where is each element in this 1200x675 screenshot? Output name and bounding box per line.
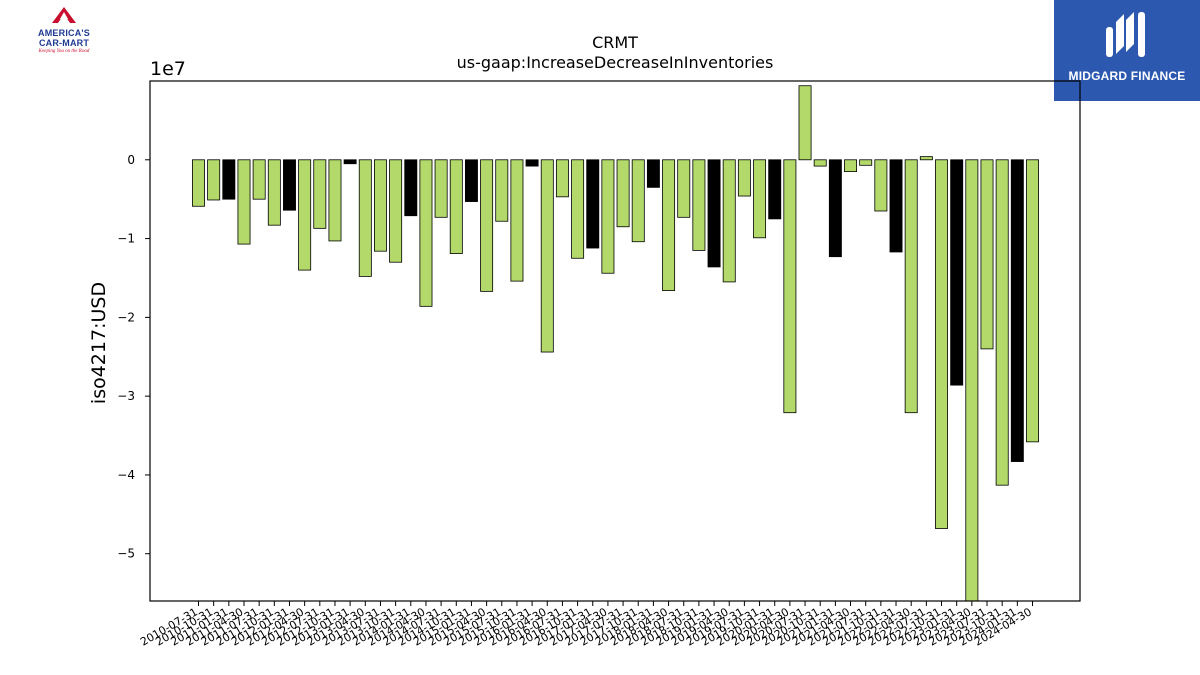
bar-2011-07-31 [252, 159, 266, 200]
bar-2010-07-31 [192, 159, 205, 207]
bar-2013-07-31 [373, 159, 387, 252]
bar-2017-01-31 [586, 159, 600, 249]
y-scale-label: 1e7 [150, 58, 186, 80]
bar-2024-01-31 [1010, 159, 1024, 462]
bar-2015-10-31 [510, 159, 524, 282]
bar-2016-10-31 [571, 159, 585, 259]
bars-group [192, 85, 1039, 602]
bar-2019-10-31 [753, 159, 767, 239]
bar-2024-04-30 [1026, 159, 1039, 443]
americas-car-mart-logo: AMERICA'S CAR-MART Keeping You on the Ro… [22, 6, 106, 58]
bar-2017-10-31 [631, 159, 645, 243]
bar-2022-04-30 [904, 159, 918, 414]
y-axis-ticks: 0 −1 −2 −3 −4 −5 [117, 153, 150, 561]
bar-2017-04-30 [601, 159, 615, 274]
bar-2013-04-30 [358, 159, 372, 277]
bar-2023-07-31 [980, 159, 994, 350]
bar-2019-01-31 [707, 159, 721, 268]
bar-2015-07-31 [495, 159, 509, 222]
bar-2023-04-30 [965, 159, 979, 602]
bar-2020-04-30 [783, 159, 797, 414]
y-tick-label: −4 [117, 468, 135, 482]
bar-2016-01-31 [525, 159, 539, 167]
y-tick-label: 0 [127, 153, 135, 167]
bar-2015-01-31 [464, 159, 478, 202]
bar-2019-07-31 [737, 159, 751, 197]
midgard-finance-text: MIDGARD FINANCE [1068, 69, 1186, 83]
bar-2018-04-30 [662, 159, 676, 291]
bar-2022-10-31 [935, 159, 948, 529]
bar-2021-04-30 [844, 159, 857, 173]
bar-2016-07-31 [555, 159, 569, 198]
bar-2011-10-31 [267, 159, 281, 226]
bar-2022-07-31 [919, 156, 933, 161]
bar-2022-01-31 [889, 159, 903, 253]
bar-2012-10-31 [328, 159, 342, 242]
chart-title: CRMT [592, 33, 638, 52]
bar-2023-01-31 [950, 159, 964, 386]
midgard-finance-mark-icon [1106, 12, 1145, 57]
bar-2021-10-31 [874, 159, 888, 212]
y-axis-label: iso4217:USD [88, 282, 110, 404]
bar-2021-07-31 [859, 159, 873, 166]
bar-2019-04-30 [722, 159, 736, 283]
bar-2010-10-31 [207, 159, 221, 201]
x-axis-ticks: 2010-07-312010-10-312011-01-312011-04-30… [138, 601, 1034, 649]
logo-tagline: Keeping You on the Road [38, 49, 90, 54]
chart-subtitle: us-gaap:IncreaseDecreaseInInventories [457, 53, 774, 72]
bar-2018-01-31 [646, 159, 660, 188]
bar-2014-10-31 [449, 159, 463, 254]
bar-2013-10-31 [389, 159, 403, 263]
y-tick-label: −5 [117, 547, 135, 561]
bar-2021-01-31 [828, 159, 842, 258]
bar-2014-04-30 [419, 159, 433, 307]
logo-line-2: CAR-MART [38, 38, 90, 48]
bar-2020-01-31 [768, 159, 782, 220]
bar-2014-01-31 [404, 159, 418, 217]
bar-2023-10-31 [995, 159, 1009, 486]
bar-2012-04-30 [298, 159, 312, 271]
bar-2018-07-31 [677, 159, 691, 218]
bar-2011-04-30 [237, 159, 251, 245]
car-mart-a-icon [52, 7, 76, 23]
y-tick-label: −2 [117, 310, 135, 324]
bar-2015-04-30 [480, 159, 494, 292]
y-tick-label: −3 [117, 389, 135, 403]
bar-2012-07-31 [313, 159, 327, 229]
bar-2014-07-31 [434, 159, 448, 218]
bar-2013-01-31 [343, 159, 357, 165]
logo-line-1: AMERICA'S [38, 28, 90, 38]
bar-2020-07-31 [798, 85, 812, 161]
bar-2011-01-31 [222, 159, 236, 200]
bar-2016-04-30 [540, 159, 554, 353]
bar-2018-10-31 [692, 159, 706, 251]
bar-2020-10-31 [813, 159, 827, 167]
bar-2012-01-31 [283, 159, 296, 211]
bar-2017-07-31 [616, 159, 630, 228]
y-tick-label: −1 [117, 232, 135, 246]
plot-frame [149, 80, 1081, 602]
midgard-finance-logo: MIDGARD FINANCE [1054, 0, 1200, 101]
